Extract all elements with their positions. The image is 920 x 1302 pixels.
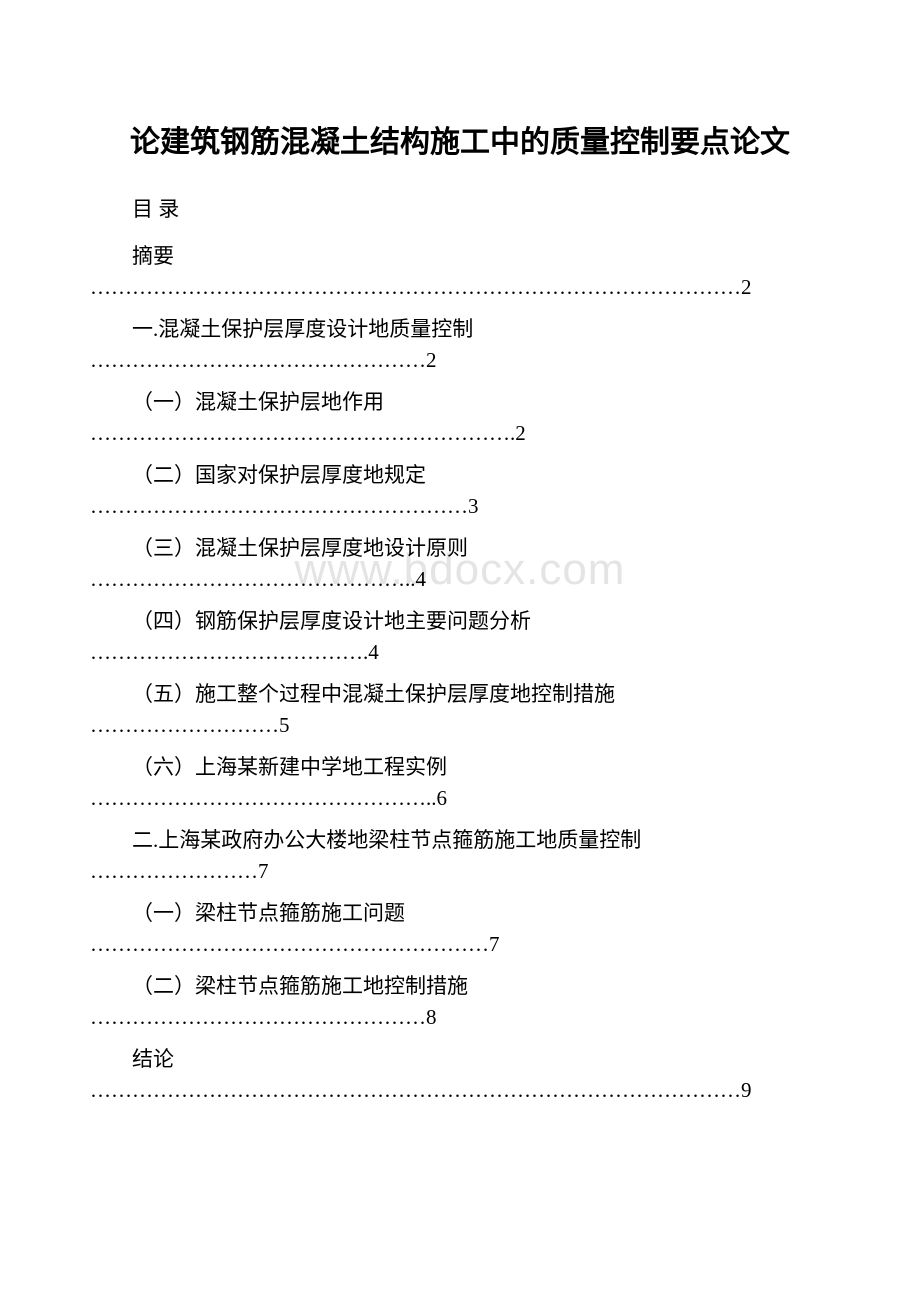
toc-entry-dots: …………………………………………2 <box>90 345 830 377</box>
toc-entry-dots: ………………………………………..4 <box>90 564 830 596</box>
toc-entry-dots: ………………………………….4 <box>90 637 830 669</box>
toc-entry: 摘要 …………………………………………………………………………………2 <box>90 241 830 304</box>
toc-entry-label: （二）梁柱节点箍筋施工地控制措施 <box>90 971 830 1003</box>
toc-entry-label: 结论 <box>90 1044 830 1076</box>
toc-entry: （四）钢筋保护层厚度设计地主要问题分析 ………………………………….4 <box>90 606 830 669</box>
toc-entry-label: （四）钢筋保护层厚度设计地主要问题分析 <box>90 606 830 638</box>
toc-entry-dots: …………………………………………………….2 <box>90 418 830 450</box>
toc-entry: （六）上海某新建中学地工程实例 …………………………………………..6 <box>90 752 830 815</box>
toc-entry: （一）混凝土保护层地作用 …………………………………………………….2 <box>90 387 830 450</box>
toc-entry: （一）梁柱节点箍筋施工问题 …………………………………………………7 <box>90 898 830 961</box>
document-title: 论建筑钢筋混凝土结构施工中的质量控制要点论文 <box>90 120 830 165</box>
toc-entry-label: （五）施工整个过程中混凝土保护层厚度地控制措施 <box>90 679 830 711</box>
document-content: 论建筑钢筋混凝土结构施工中的质量控制要点论文 目 录 摘要 …………………………… <box>0 0 920 1107</box>
toc-entry-label: （六）上海某新建中学地工程实例 <box>90 752 830 784</box>
toc-entry-dots: ……………………7 <box>90 856 830 888</box>
toc-entry: （二）国家对保护层厚度地规定 ………………………………………………3 <box>90 460 830 523</box>
toc-entry-dots: ………………………5 <box>90 710 830 742</box>
toc-entry: 二.上海某政府办公大楼地梁柱节点箍筋施工地质量控制 ……………………7 <box>90 825 830 888</box>
toc-entry: 一.混凝土保护层厚度设计地质量控制 …………………………………………2 <box>90 314 830 377</box>
toc-entry-label: 摘要 <box>90 241 830 273</box>
toc-entry: 结论 …………………………………………………………………………………9 <box>90 1044 830 1107</box>
toc-entry-label: （三）混凝土保护层厚度地设计原则 <box>90 533 830 565</box>
toc-entry: （二）梁柱节点箍筋施工地控制措施 …………………………………………8 <box>90 971 830 1034</box>
toc-entry-dots: …………………………………………..6 <box>90 783 830 815</box>
toc-entry-dots: ………………………………………………3 <box>90 491 830 523</box>
toc-entry-label: （一）梁柱节点箍筋施工问题 <box>90 898 830 930</box>
toc-header: 目 录 <box>90 193 830 227</box>
toc-entry-label: （二）国家对保护层厚度地规定 <box>90 460 830 492</box>
toc-entry-label: （一）混凝土保护层地作用 <box>90 387 830 419</box>
toc-entry-dots: …………………………………………………………………………………2 <box>90 272 830 304</box>
toc-entry: （三）混凝土保护层厚度地设计原则 ………………………………………..4 <box>90 533 830 596</box>
toc-entry-dots: …………………………………………………7 <box>90 929 830 961</box>
toc-entry-dots: …………………………………………………………………………………9 <box>90 1075 830 1107</box>
toc-entry-label: 一.混凝土保护层厚度设计地质量控制 <box>90 314 830 346</box>
toc-entry-dots: …………………………………………8 <box>90 1002 830 1034</box>
toc-entry-label: 二.上海某政府办公大楼地梁柱节点箍筋施工地质量控制 <box>90 825 830 857</box>
toc-entry: （五）施工整个过程中混凝土保护层厚度地控制措施 ………………………5 <box>90 679 830 742</box>
